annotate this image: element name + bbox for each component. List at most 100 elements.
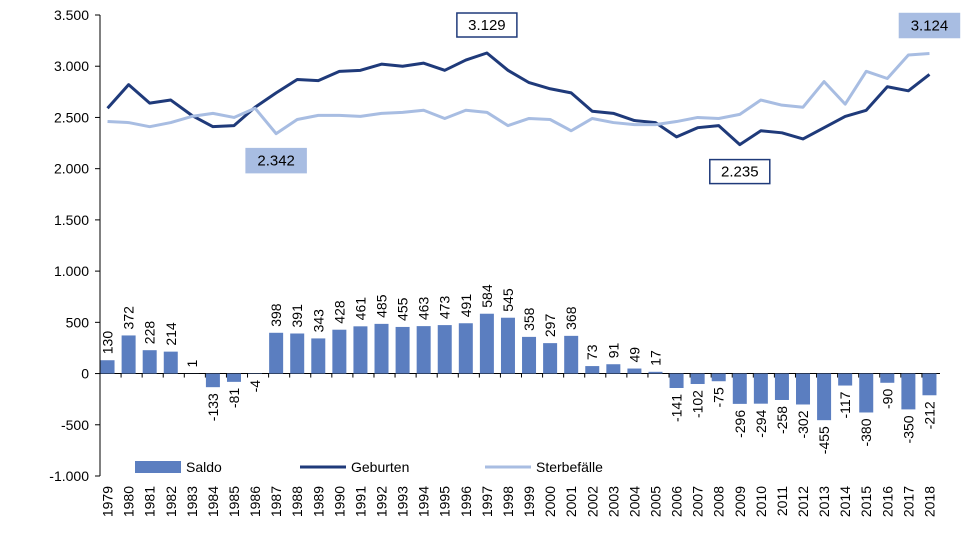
bar-value-label: 17 xyxy=(647,350,663,366)
y-tick-label: 1.500 xyxy=(54,212,89,228)
bar xyxy=(775,374,789,400)
bar xyxy=(227,374,241,382)
bar-value-label: -133 xyxy=(205,393,221,421)
y-tick-label: 0 xyxy=(81,366,89,382)
bar xyxy=(606,364,620,373)
legend-label: Saldo xyxy=(186,459,222,475)
x-tick-label: 2003 xyxy=(605,486,621,517)
x-tick-label: 1997 xyxy=(479,486,495,517)
bar-value-label: 358 xyxy=(521,307,537,331)
bar xyxy=(206,374,220,388)
bar xyxy=(480,314,494,374)
x-tick-label: 2012 xyxy=(795,486,811,517)
bar-value-label: 343 xyxy=(310,309,326,333)
bar xyxy=(670,374,684,388)
bar xyxy=(375,324,389,374)
bar-value-label: -212 xyxy=(921,401,937,429)
x-tick-label: 1992 xyxy=(374,486,390,517)
bar xyxy=(880,374,894,383)
x-tick-label: 2014 xyxy=(837,486,853,517)
bar xyxy=(501,318,515,374)
x-tick-label: 2010 xyxy=(753,486,769,517)
bar xyxy=(733,374,747,404)
bar-value-label: 372 xyxy=(121,306,137,330)
bar-value-label: 461 xyxy=(352,297,368,321)
bar xyxy=(627,369,641,374)
x-tick-label: 1989 xyxy=(310,486,326,517)
y-tick-label: 2.000 xyxy=(54,161,89,177)
y-tick-label: 3.500 xyxy=(54,7,89,23)
bar-value-label: -4 xyxy=(247,380,263,393)
bar-value-label: -141 xyxy=(669,394,685,422)
annotation: 2.235 xyxy=(721,164,759,181)
x-tick-label: 2004 xyxy=(626,486,642,517)
bar xyxy=(122,335,136,373)
line xyxy=(108,53,930,145)
x-tick-label: 1979 xyxy=(100,486,116,517)
x-tick-label: 2000 xyxy=(542,486,558,517)
bar-value-label: 485 xyxy=(374,294,390,318)
legend-swatch xyxy=(135,461,181,473)
y-tick-label: 1.000 xyxy=(54,263,89,279)
bar-value-label: -296 xyxy=(732,410,748,438)
bar xyxy=(543,343,557,373)
x-tick-label: 1994 xyxy=(416,486,432,517)
bar-value-label: -102 xyxy=(690,390,706,418)
x-tick-label: 1993 xyxy=(395,486,411,517)
bar xyxy=(311,338,325,373)
bar-value-label: 91 xyxy=(605,342,621,358)
bar-value-label: 73 xyxy=(584,344,600,360)
x-tick-label: 2001 xyxy=(563,486,579,517)
x-tick-label: 2009 xyxy=(732,486,748,517)
x-tick-label: 1995 xyxy=(437,486,453,517)
x-tick-label: 1988 xyxy=(289,486,305,517)
y-tick-label: 3.000 xyxy=(54,58,89,74)
bar-value-label: 1 xyxy=(184,359,200,367)
legend-label: Geburten xyxy=(351,459,409,475)
bar-value-label: 368 xyxy=(563,306,579,330)
x-tick-label: 2013 xyxy=(816,486,832,517)
bar-value-label: -258 xyxy=(774,406,790,434)
bar xyxy=(396,327,410,374)
x-tick-label: 1985 xyxy=(226,486,242,517)
bar xyxy=(585,366,599,373)
bar-value-label: 398 xyxy=(268,303,284,327)
bar xyxy=(143,350,157,373)
bar xyxy=(417,326,431,373)
bar xyxy=(564,336,578,374)
bar xyxy=(522,337,536,374)
bar-value-label: -90 xyxy=(879,389,895,409)
bar-value-label: 545 xyxy=(500,288,516,312)
bar-value-label: -81 xyxy=(226,388,242,408)
annotation: 2.342 xyxy=(257,153,295,170)
bar xyxy=(754,374,768,404)
bar-value-label: 49 xyxy=(626,347,642,363)
bar xyxy=(438,325,452,373)
bar-value-label: 214 xyxy=(163,322,179,346)
x-tick-label: 1982 xyxy=(163,486,179,517)
bar-value-label: -117 xyxy=(837,391,853,418)
legend-label: Sterbefälle xyxy=(536,459,603,475)
line xyxy=(108,54,930,134)
x-tick-label: 2005 xyxy=(647,486,663,517)
x-tick-label: 1984 xyxy=(205,486,221,517)
y-tick-label: -500 xyxy=(61,417,89,433)
bar-value-label: 428 xyxy=(331,300,347,324)
bar xyxy=(459,323,473,373)
y-tick-label: 500 xyxy=(66,314,90,330)
x-tick-label: 2015 xyxy=(858,486,874,517)
bar xyxy=(838,374,852,386)
x-tick-label: 1983 xyxy=(184,486,200,517)
bar xyxy=(648,372,662,374)
bar xyxy=(859,374,873,413)
bar xyxy=(901,374,915,410)
y-tick-label: 2.500 xyxy=(54,109,89,125)
x-tick-label: 2006 xyxy=(669,486,685,517)
x-tick-label: 1987 xyxy=(268,486,284,517)
bar-value-label: -302 xyxy=(795,410,811,438)
bar xyxy=(712,374,726,382)
annotation: 3.124 xyxy=(911,18,949,35)
bar-value-label: 297 xyxy=(542,314,558,338)
x-tick-label: 1996 xyxy=(458,486,474,517)
